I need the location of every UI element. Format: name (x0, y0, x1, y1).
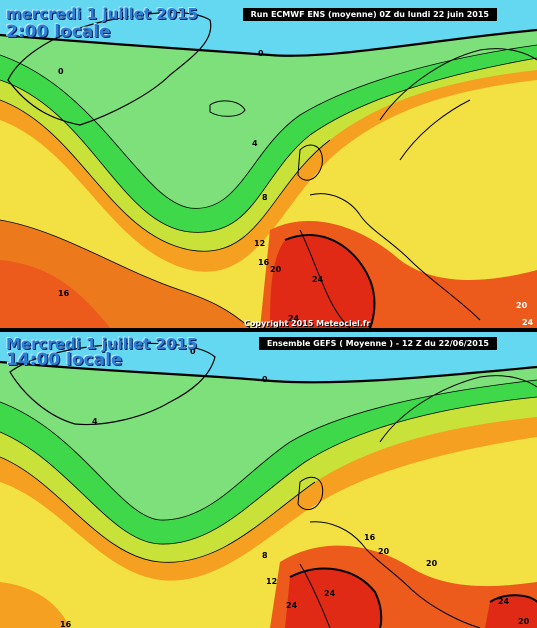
isotherm-4 (0, 44, 537, 209)
contour-label: 24 (324, 589, 336, 598)
greenland-outline (7, 11, 212, 126)
time-label: 14:00 locale (6, 350, 123, 370)
run-info-banner: Run ECMWF ENS (moyenne) 0Z du lundi 22 j… (242, 8, 497, 21)
isotherm-20 (284, 234, 376, 328)
contour-label: 0 (58, 67, 64, 76)
contour-label: 20 (378, 547, 390, 556)
date-label: Mercredi 1 juillet 2015 (6, 335, 198, 353)
contour-label: 16 (258, 258, 270, 267)
british-isles-outline (297, 144, 323, 181)
date-label: mercredi 1 juillet 2015 (6, 5, 198, 23)
time-label: 2:00 locale (6, 22, 111, 42)
contour-label: 24 (286, 601, 298, 610)
isotherm-0 (0, 360, 537, 384)
isotherm-4 (0, 379, 537, 521)
contour-label: 4 (252, 139, 258, 148)
zone-orange-west (0, 582, 70, 628)
contour-label: 8 (262, 551, 268, 560)
isotherm-16 (0, 219, 251, 328)
contour-label: 20 (518, 617, 530, 626)
contour-label: 20 (426, 559, 438, 568)
scandinavia-outline (379, 375, 537, 443)
isotherm-20 (289, 567, 383, 628)
europe-coastline (299, 193, 481, 328)
temperature-map-gefs: 0 0 4 8 12 16 20 24 24 20 24 20 16 (0, 332, 537, 628)
contour-label: 24 (288, 314, 300, 323)
scandinavia-outline (379, 48, 537, 161)
contour-label: 24 (498, 597, 510, 606)
contour-label: 16 (58, 289, 70, 298)
contour-label: 0 (258, 49, 264, 58)
contour-label: 0 (262, 375, 268, 384)
british-isles-outline (297, 476, 324, 511)
contour-label: 0 (190, 347, 196, 356)
contour-label: 12 (254, 239, 265, 248)
run-info-banner: Ensemble GEFS ( Moyenne ) - 12 Z du 22/0… (258, 337, 497, 350)
isotherm-24 (489, 594, 537, 603)
map-panel-gefs: 0 0 4 8 12 16 20 24 24 20 24 20 16 Mercr… (0, 332, 537, 628)
zone-pale-green (0, 0, 537, 209)
contour-label: 20 (516, 301, 528, 310)
contour-label: 16 (364, 533, 376, 542)
isotherm-12 (0, 99, 331, 252)
contour-label: 16 (60, 620, 72, 628)
contour-label: 4 (92, 417, 98, 426)
zone-red-east (485, 595, 537, 628)
contour-label: 12 (266, 577, 277, 586)
zone-red-orange-west (0, 260, 110, 328)
contour-label: 20 (270, 265, 282, 274)
contour-label: 24 (522, 318, 534, 327)
iceland-outline (209, 100, 246, 117)
isotherm-0 (0, 28, 537, 57)
isotherm-8 (0, 396, 537, 545)
isotherm-8 (0, 57, 537, 233)
europe-coastline (299, 521, 481, 628)
map-panel-ecmwf: 0 0 4 8 12 16 20 24 16 20 24 24 mercredi… (0, 0, 537, 328)
greenland-outline (9, 342, 216, 426)
temperature-map-ecmwf: 0 0 4 8 12 16 20 24 16 20 24 24 (0, 0, 537, 328)
contour-label: 24 (312, 275, 324, 284)
copyright-text: Copyright 2015 Meteociel.fr (244, 319, 371, 328)
zone-red-core (285, 568, 382, 628)
contour-label: 8 (262, 193, 268, 202)
isotherm-12 (0, 456, 316, 563)
panel-divider (0, 328, 537, 332)
